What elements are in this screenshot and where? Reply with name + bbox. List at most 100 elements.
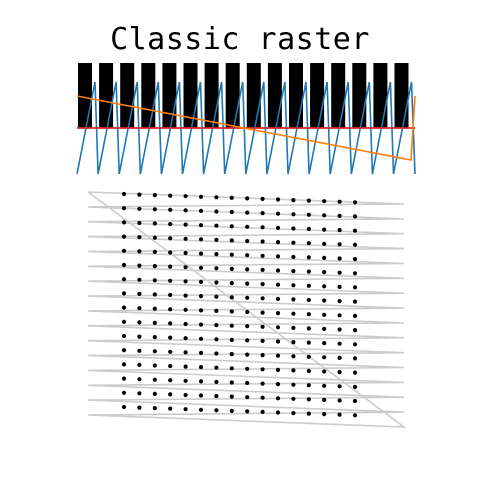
pixel-gate-bar [204,63,219,128]
sample-dot [260,338,265,343]
sample-dot [121,277,127,282]
sample-dot [352,285,358,290]
sample-dot [152,391,157,396]
sample-dot [245,238,250,244]
sample-dot [260,367,265,372]
sample-dot [198,279,204,284]
sample-dot [229,323,234,328]
sample-dot [137,348,142,353]
pixel-gate-bar [310,63,325,128]
sample-dot [260,353,265,358]
sample-dot [168,292,173,298]
sample-dot [214,294,219,299]
sample-dot [121,291,127,296]
sample-dot [337,213,342,218]
sample-dot [245,196,250,201]
sample-dot [275,254,281,259]
sample-dot [291,212,296,217]
sample-dot [183,321,188,327]
sample-dot [152,363,157,368]
sample-dot [121,248,127,253]
sample-dot [121,220,127,225]
pixel-gate-bar [120,63,135,128]
sample-dot [229,309,234,314]
sample-dot [275,353,281,358]
sample-dot [198,265,204,270]
pixel-gate-bar [352,63,367,128]
sample-dot [352,384,358,389]
sample-dot [198,393,204,398]
pixel-gate-bar [141,63,156,128]
sample-dot [352,271,358,276]
sample-dot [352,398,358,404]
sample-dot [198,208,204,213]
sample-dot [337,284,342,289]
pixel-gate-bar [246,63,261,128]
sample-dot [152,235,157,240]
pixel-gate-bar [267,63,282,128]
sample-dot [137,277,142,282]
sample-dot [229,238,234,243]
sample-dot [183,307,188,312]
sample-dot [352,242,358,247]
sample-dot [245,309,250,315]
sample-dot [214,365,219,370]
sample-dot [183,407,188,412]
sample-dot [306,198,311,203]
sample-dot [121,234,127,239]
sample-dot [168,349,173,354]
raster-scan-grid [87,191,407,428]
sample-dot [322,397,327,402]
sample-dot [291,269,296,274]
sample-dot [168,222,173,227]
sample-dot [198,237,204,242]
sample-dot [137,334,142,339]
sample-dot [275,325,281,330]
sample-dot [260,324,265,329]
sample-dot [260,395,265,400]
sample-dot [198,294,204,299]
sample-dot [306,368,311,374]
sample-dot [306,312,311,317]
sample-dot [245,253,250,258]
sample-dot [260,310,265,315]
sample-dot [183,222,188,227]
sample-dot [337,242,342,247]
diagram-title: Classic raster [110,22,370,57]
sample-dot [198,322,204,327]
sample-dot [229,281,234,286]
sample-dot [121,362,127,367]
sample-dot [121,404,127,410]
sample-dot [306,411,311,416]
sample-dot [306,383,311,388]
sample-dot [260,211,265,216]
sample-dot [291,311,296,316]
sample-dot [291,254,296,259]
sample-dot [245,395,250,400]
sample-dot [168,321,173,326]
sample-dot [352,313,358,318]
sample-dot [352,299,358,304]
sample-dot [121,390,127,395]
sample-dot [137,263,142,268]
sample-dot [198,194,204,199]
sample-dot [322,298,327,303]
sample-dot [137,249,142,254]
sample-dot [214,351,219,356]
sample-dot [322,369,327,374]
horizontal-sweep-sawtooth [76,81,416,175]
sample-dot [352,228,358,233]
sample-dot [245,352,250,357]
sample-dot [152,249,157,254]
sample-dot [275,339,281,344]
pixel-gate-bar [394,63,409,128]
sample-dot [183,364,188,369]
sample-dot [183,336,188,341]
sample-dot [168,335,173,340]
sample-dot [137,220,142,226]
sample-dot [229,352,234,357]
sample-dot [322,312,327,317]
sample-dot [168,264,173,269]
sample-dot [260,253,265,258]
sample-dot [152,278,157,283]
